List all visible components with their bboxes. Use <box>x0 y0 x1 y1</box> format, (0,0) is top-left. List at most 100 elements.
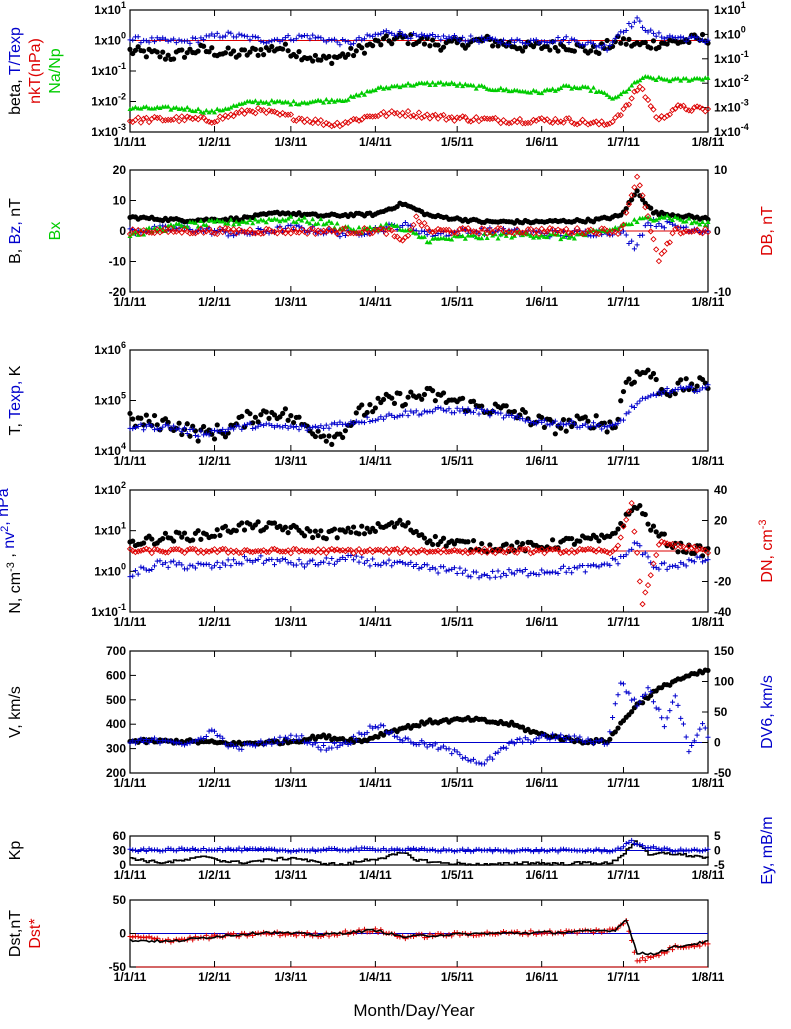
data-point <box>299 847 305 853</box>
data-point <box>329 37 335 43</box>
data-point <box>612 729 618 735</box>
data-point <box>301 933 307 939</box>
data-point <box>601 90 607 95</box>
data-point <box>473 546 480 553</box>
data-point <box>615 725 621 731</box>
data-point <box>391 733 397 739</box>
data-point <box>640 693 646 699</box>
data-point <box>612 228 619 236</box>
data-point <box>625 508 633 515</box>
data-point <box>688 107 695 114</box>
data-point <box>192 738 198 744</box>
data-point <box>489 115 496 122</box>
data-point <box>400 738 406 744</box>
data-point <box>503 549 510 556</box>
data-point <box>307 36 313 42</box>
y-tick-label: 600 <box>106 668 126 682</box>
data-point <box>650 370 657 377</box>
data-point <box>547 570 553 576</box>
data-point <box>351 557 357 563</box>
data-point <box>326 560 332 566</box>
data-point <box>334 535 340 541</box>
data-point <box>230 225 237 233</box>
data-point <box>650 75 656 81</box>
y-tick-label: 60 <box>113 829 127 843</box>
data-point <box>342 739 348 745</box>
data-point <box>487 754 493 760</box>
data-point <box>217 733 223 739</box>
data-point <box>334 546 341 553</box>
data-point <box>266 47 272 53</box>
data-point <box>255 423 261 429</box>
data-point <box>427 32 433 38</box>
data-point <box>375 395 381 401</box>
data-point <box>274 423 280 429</box>
data-point <box>520 739 526 745</box>
data-point <box>359 402 365 408</box>
data-point <box>400 560 406 566</box>
data-point <box>689 558 695 564</box>
data-point <box>471 83 477 88</box>
data-point <box>162 422 168 428</box>
data-point <box>639 197 646 203</box>
data-point <box>323 119 330 127</box>
data-point <box>501 848 507 854</box>
data-point <box>705 40 711 46</box>
data-point <box>680 229 687 236</box>
data-point <box>525 41 531 47</box>
data-point <box>255 52 261 58</box>
data-point <box>479 848 485 854</box>
data-point <box>683 38 689 44</box>
data-point <box>217 428 223 434</box>
data-point <box>577 424 583 430</box>
series-p6-1 <box>127 837 711 855</box>
data-point <box>263 409 269 415</box>
data-point <box>558 39 564 45</box>
data-point <box>441 33 447 39</box>
data-point <box>618 40 624 46</box>
data-point <box>329 220 335 225</box>
data-point <box>334 119 341 126</box>
data-point <box>198 109 204 114</box>
data-point <box>334 231 340 237</box>
data-point <box>258 217 264 222</box>
data-point <box>255 218 261 224</box>
data-point <box>301 228 308 235</box>
data-point <box>454 405 460 411</box>
data-point <box>405 40 411 47</box>
data-point <box>184 50 190 56</box>
data-point <box>544 234 550 240</box>
data-point <box>580 848 586 854</box>
data-point <box>280 739 286 745</box>
data-point <box>648 845 654 851</box>
data-point <box>462 236 468 241</box>
data-point <box>220 219 226 224</box>
data-point <box>168 107 174 112</box>
y2-axis-label: DB, nT <box>759 206 776 256</box>
data-point <box>361 113 368 121</box>
data-point <box>460 406 466 412</box>
data-point <box>127 226 133 232</box>
data-point <box>702 558 708 564</box>
data-point <box>271 545 278 553</box>
data-point <box>522 120 529 127</box>
data-point <box>558 85 564 91</box>
data-point <box>473 569 479 575</box>
data-point <box>648 393 654 399</box>
data-point <box>168 426 174 432</box>
data-point <box>445 114 453 121</box>
data-point <box>514 737 520 743</box>
data-point <box>541 848 547 854</box>
data-point <box>547 736 553 742</box>
data-point <box>479 406 485 412</box>
data-point <box>530 230 537 237</box>
data-point <box>441 235 447 241</box>
data-point <box>457 752 463 758</box>
data-point <box>683 385 689 391</box>
data-point <box>236 423 242 429</box>
data-point <box>192 35 198 41</box>
y2-tick-label: 0 <box>714 844 721 858</box>
data-point <box>700 37 706 43</box>
data-point <box>291 847 297 853</box>
x-tick-label: 1/4/11 <box>359 454 392 468</box>
